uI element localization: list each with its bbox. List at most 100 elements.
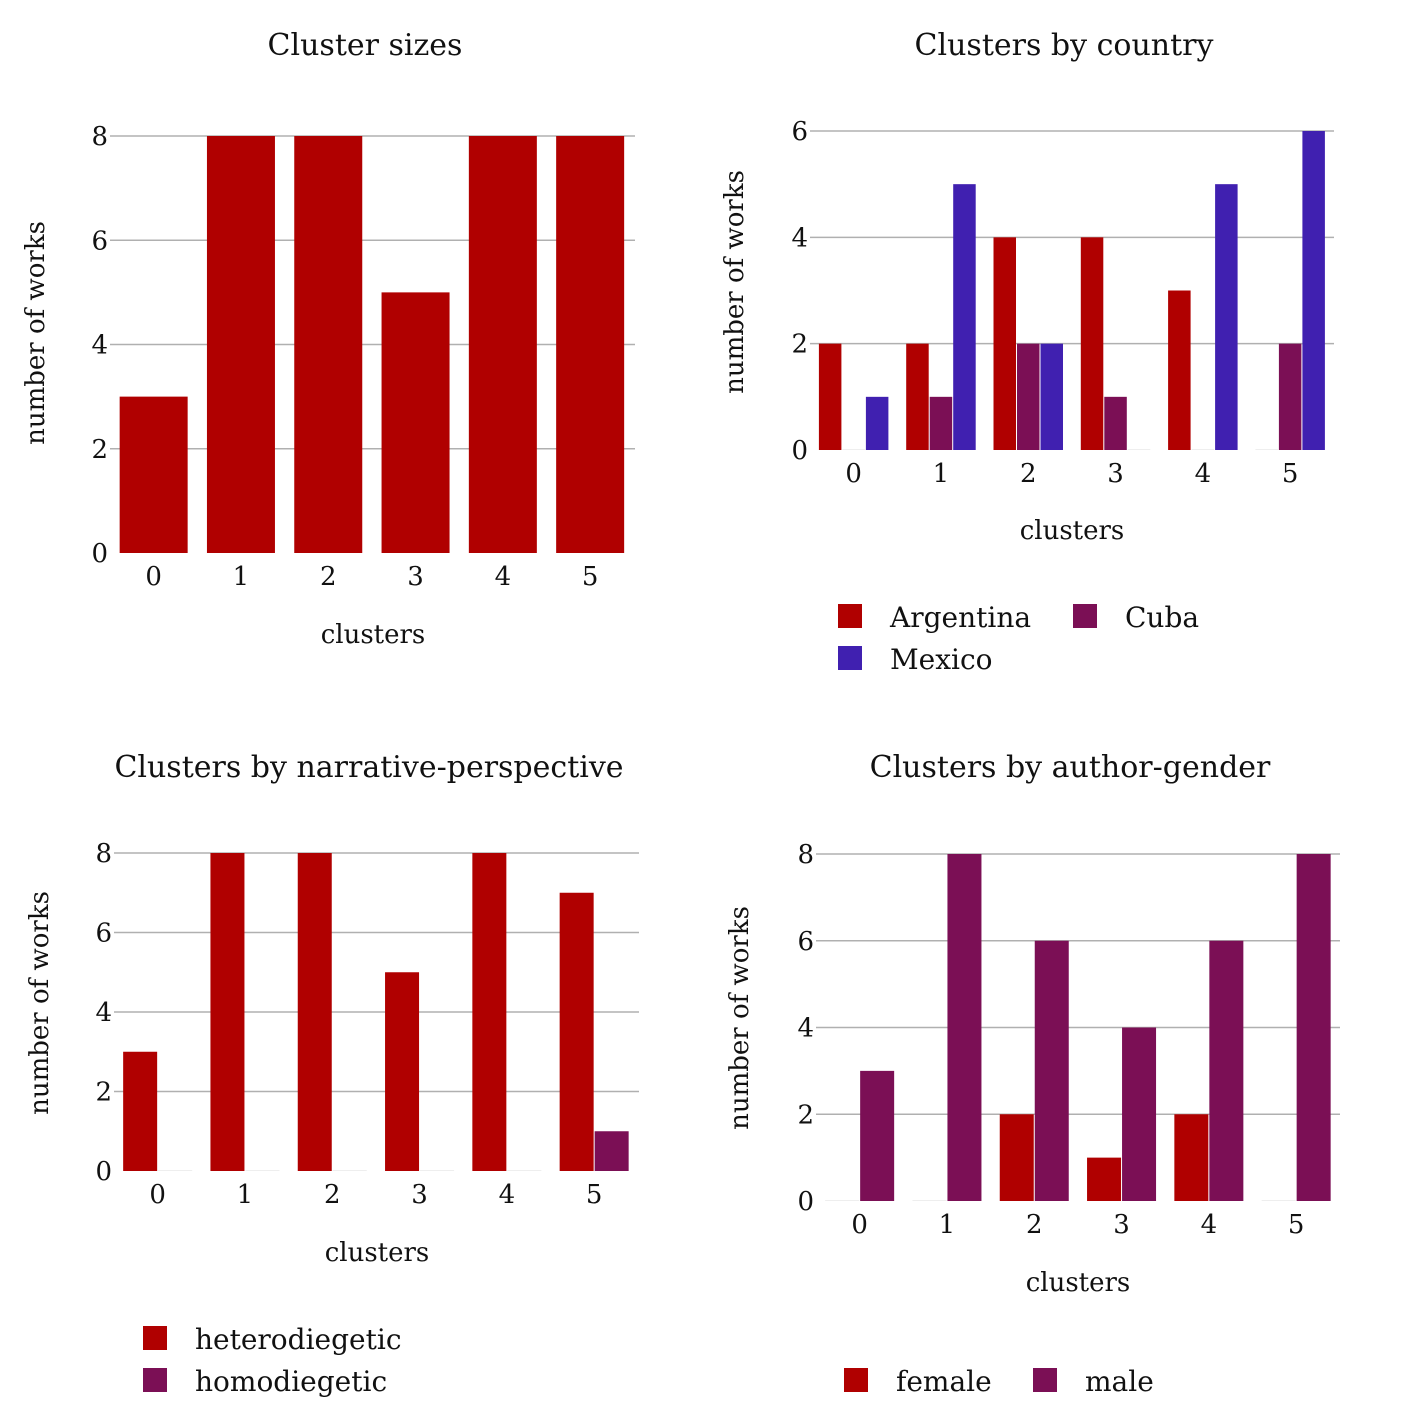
bar-value-cluster-0: [119, 396, 188, 553]
bar-value-cluster-2: [294, 136, 363, 553]
y-tick-label: 4: [95, 998, 112, 1028]
x-tick-label: 3: [1113, 1210, 1130, 1240]
chart-cluster-sizes: Cluster sizes 0 2 4 6 8 0 1 2 3 4 5 clusters numb…: [21, 28, 635, 650]
y-axis-label: number of works: [21, 221, 51, 445]
y-tick-label: 4: [791, 223, 808, 253]
bar-heterodiegetic-cluster-3: [385, 972, 420, 1171]
legend-label-female: female: [896, 1365, 992, 1398]
bar-mexico-cluster-0: [865, 396, 889, 450]
chart-title: Cluster sizes: [268, 28, 463, 63]
y-tick-label: 2: [791, 330, 808, 360]
x-tick-label: 5: [586, 1180, 603, 1210]
bar-homodiegetic-cluster-1: [245, 1170, 280, 1171]
x-tick-label: 2: [320, 562, 337, 592]
x-tick-label: 2: [1026, 1210, 1043, 1240]
y-tick-label: 6: [95, 919, 112, 949]
bar-heterodiegetic-cluster-5: [559, 892, 594, 1171]
bar-female-cluster-2: [999, 1114, 1034, 1201]
chart-title: Clusters by narrative-perspective: [114, 750, 623, 785]
legend-swatch-heterodiegetic: [143, 1326, 167, 1350]
y-tick-label: 0: [797, 1187, 814, 1217]
bar-cuba-cluster-2: [1017, 343, 1040, 450]
legend-label-argentina: Argentina: [889, 601, 1031, 634]
y-axis-label: number of works: [25, 891, 55, 1115]
chart-clusters-by-author-gender: Clusters by author-gender 0 2 4 6 8 0 1 2 3 4 5 c…: [725, 750, 1340, 1398]
x-tick-label: 5: [1288, 1210, 1305, 1240]
bar-male-cluster-1: [947, 854, 982, 1201]
bar-female-cluster-0: [825, 1200, 860, 1201]
chart-title: Clusters by country: [915, 28, 1214, 63]
x-tick-label: 1: [233, 562, 250, 592]
bar-female-cluster-1: [912, 1200, 947, 1201]
legend-label-male: male: [1085, 1365, 1154, 1398]
x-tick-label: 0: [145, 562, 162, 592]
chart-title: Clusters by author-gender: [870, 750, 1271, 785]
x-tick-label: 3: [407, 562, 424, 592]
x-axis-label: clusters: [1020, 516, 1125, 546]
y-tick-label: 6: [791, 117, 808, 147]
y-tick-label: 8: [91, 122, 108, 152]
y-tick-label: 2: [797, 1100, 814, 1130]
bar-male-cluster-0: [860, 1070, 895, 1201]
legend-label-mexico: Mexico: [890, 643, 993, 676]
y-tick-label: 2: [91, 435, 108, 465]
legend-swatch-cuba: [1073, 604, 1097, 628]
x-tick-label: 3: [411, 1180, 428, 1210]
x-tick-label: 2: [1020, 459, 1037, 489]
legend-label-cuba: Cuba: [1125, 601, 1199, 634]
bar-cuba-cluster-3: [1104, 396, 1127, 450]
x-axis-label: clusters: [321, 620, 426, 650]
x-axis-label: clusters: [325, 1238, 430, 1268]
bar-argentina-cluster-3: [1080, 237, 1104, 450]
legend-swatch-male: [1033, 1368, 1057, 1392]
bar-mexico-cluster-1: [953, 184, 976, 450]
chart-clusters-by-narrative-perspective: Clusters by narrative-perspective 02468 …: [25, 750, 639, 1398]
bar-mexico-cluster-5: [1302, 131, 1325, 450]
legend-swatch-argentina: [838, 604, 862, 628]
bar-homodiegetic-cluster-4: [507, 1170, 542, 1171]
bar-value-cluster-1: [206, 136, 275, 553]
x-tick-label: 4: [1201, 1210, 1218, 1240]
x-tick-label: 4: [1195, 459, 1212, 489]
y-tick-label: 0: [95, 1157, 112, 1187]
bar-argentina-cluster-4: [1168, 290, 1191, 450]
chart-clusters-by-country: Clusters by country 0 2 4 6 0 1 2 3 4 5 clusters…: [720, 28, 1334, 676]
y-tick-label: 8: [95, 839, 112, 869]
bar-heterodiegetic-cluster-4: [472, 853, 507, 1171]
legend: female male: [844, 1365, 1154, 1398]
y-tick-label: 4: [91, 331, 108, 361]
y-tick-label: 4: [797, 1014, 814, 1044]
bar-homodiegetic-cluster-0: [158, 1170, 193, 1171]
x-tick-label: 2: [324, 1180, 341, 1210]
bar-cuba-cluster-0: [842, 449, 865, 450]
legend-swatch-female: [844, 1368, 868, 1392]
legend-swatch-mexico: [838, 646, 862, 670]
x-tick-label: 4: [499, 1180, 516, 1210]
x-tick-label: 5: [582, 562, 599, 592]
y-tick-label: 6: [797, 927, 814, 957]
bar-homodiegetic-cluster-3: [420, 1170, 455, 1171]
y-tick-label: 0: [791, 436, 808, 466]
x-tick-label: 0: [845, 459, 862, 489]
y-axis-label: number of works: [725, 906, 755, 1130]
bar-male-cluster-3: [1122, 1027, 1157, 1201]
x-tick-label: 5: [1282, 459, 1299, 489]
bar-mexico-cluster-3: [1127, 449, 1151, 450]
y-tick-label: 2: [95, 1078, 112, 1108]
y-tick-label: 8: [797, 840, 814, 870]
y-tick-label: 0: [91, 539, 108, 569]
y-axis-label: number of works: [720, 170, 750, 394]
bar-female-cluster-3: [1087, 1157, 1122, 1201]
x-tick-label: 0: [851, 1210, 868, 1240]
bar-argentina-cluster-1: [906, 343, 929, 450]
bar-cuba-cluster-5: [1278, 343, 1302, 450]
bar-homodiegetic-cluster-2: [332, 1170, 367, 1171]
bar-male-cluster-2: [1034, 940, 1069, 1201]
bar-male-cluster-4: [1209, 940, 1244, 1201]
x-tick-label: 3: [1107, 459, 1124, 489]
x-tick-label: 1: [933, 459, 950, 489]
bar-heterodiegetic-cluster-0: [123, 1051, 158, 1171]
bar-male-cluster-5: [1296, 854, 1331, 1201]
bar-female-cluster-5: [1261, 1200, 1296, 1201]
